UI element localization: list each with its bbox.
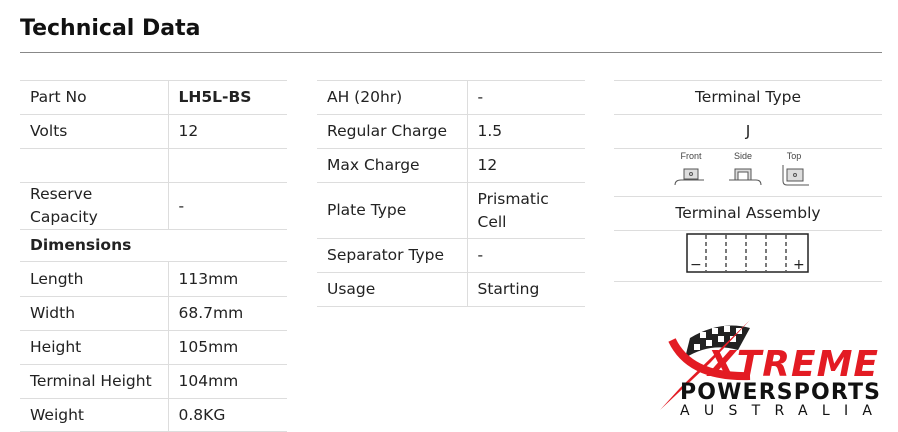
spec-row: Plate Type Prismatic Cell xyxy=(317,182,585,239)
spec-row: Separator Type - xyxy=(317,238,585,273)
view-label-side: Side xyxy=(734,151,752,161)
spec-label: Volts xyxy=(20,114,169,149)
title-divider xyxy=(20,52,882,53)
swoosh xyxy=(660,320,750,410)
terminal-position-icons: Front Side Top xyxy=(674,151,809,186)
spec-label: Regular Charge xyxy=(317,114,468,149)
spec-label: Plate Type xyxy=(317,182,468,239)
spec-row: Regular Charge 1.5 xyxy=(317,114,585,149)
section-heading: Dimensions xyxy=(20,229,287,262)
spec-value: 12 xyxy=(168,114,287,149)
terminal-table: Terminal Type J Front Side Top Terminal … xyxy=(614,80,882,282)
spec-value: - xyxy=(168,182,287,230)
spec-label: Length xyxy=(20,261,169,297)
spec-row: Length 113mm xyxy=(20,261,287,297)
negative-terminal: − xyxy=(690,257,702,273)
positive-terminal: + xyxy=(793,257,805,273)
terminal-assembly-diagram: − + xyxy=(686,232,809,273)
spec-row: Height 105mm xyxy=(20,330,287,365)
spec-value: 105mm xyxy=(168,330,287,365)
spec-label: Max Charge xyxy=(317,148,468,183)
spec-row: Terminal Height 104mm xyxy=(20,364,287,399)
spec-row: Volts 12 xyxy=(20,114,287,149)
spec-value: 12 xyxy=(467,148,585,183)
spec-value: LH5L-BS xyxy=(168,80,287,115)
xtreme-powersports-logo: XTREME POWERSPORTS AUSTRALIA xyxy=(660,320,880,418)
spec-row: Usage Starting xyxy=(317,272,585,307)
spec-label: AH (20hr) xyxy=(317,80,468,115)
spec-row: Dimensions xyxy=(20,229,287,262)
spec-label: Weight xyxy=(20,398,169,432)
view-label-front: Front xyxy=(680,151,702,161)
spec-label: Usage xyxy=(317,272,468,307)
spec-value: Prismatic Cell xyxy=(467,182,585,239)
spec-row: Max Charge 12 xyxy=(317,148,585,183)
spec-value: - xyxy=(467,80,585,115)
spec-row: Weight 0.8KG xyxy=(20,398,287,432)
spec-label xyxy=(20,148,169,183)
specs-table-middle: AH (20hr) - Regular Charge 1.5 Max Charge 12 P… xyxy=(317,80,585,307)
logo-line3: AUSTRALIA xyxy=(680,403,880,418)
spec-label: Separator Type xyxy=(317,238,468,273)
spec-label: Height xyxy=(20,330,169,365)
terminal-views: Front Side Top xyxy=(614,148,882,197)
spec-value: 113mm xyxy=(168,261,287,297)
page-title: Technical Data xyxy=(20,16,201,41)
top-terminal-icon xyxy=(782,165,809,186)
view-label-top: Top xyxy=(787,151,802,161)
spec-label: Part No xyxy=(20,80,169,115)
spec-row: Part No LH5L-BS xyxy=(20,80,287,115)
spec-row xyxy=(20,148,287,183)
spec-value: - xyxy=(467,238,585,273)
spec-value: 1.5 xyxy=(467,114,585,149)
terminal-assembly-label: Terminal Assembly xyxy=(614,196,882,231)
spec-row: Width 68.7mm xyxy=(20,296,287,331)
spec-row: AH (20hr) - xyxy=(317,80,585,115)
specs-table-left: Part No LH5L-BS Volts 12 Reserve Capacity - Di… xyxy=(20,80,287,432)
logo-line2: POWERSPORTS xyxy=(680,380,880,405)
spec-row: Reserve Capacity - xyxy=(20,182,287,230)
spec-label: Terminal Height xyxy=(20,364,169,399)
terminal-type-label: Terminal Type xyxy=(614,80,882,115)
spec-label: Width xyxy=(20,296,169,331)
logo-line1: XTREME xyxy=(706,344,878,385)
spec-value xyxy=(168,148,287,183)
side-terminal-icon xyxy=(729,168,762,186)
spec-value: 0.8KG xyxy=(168,398,287,432)
spec-label: Reserve Capacity xyxy=(20,182,169,230)
front-terminal-icon xyxy=(674,168,704,186)
terminal-type-value: J xyxy=(614,114,882,149)
spec-value: 104mm xyxy=(168,364,287,399)
spec-value: Starting xyxy=(467,272,585,307)
spec-value: 68.7mm xyxy=(168,296,287,331)
terminal-assembly: − + xyxy=(614,230,882,282)
